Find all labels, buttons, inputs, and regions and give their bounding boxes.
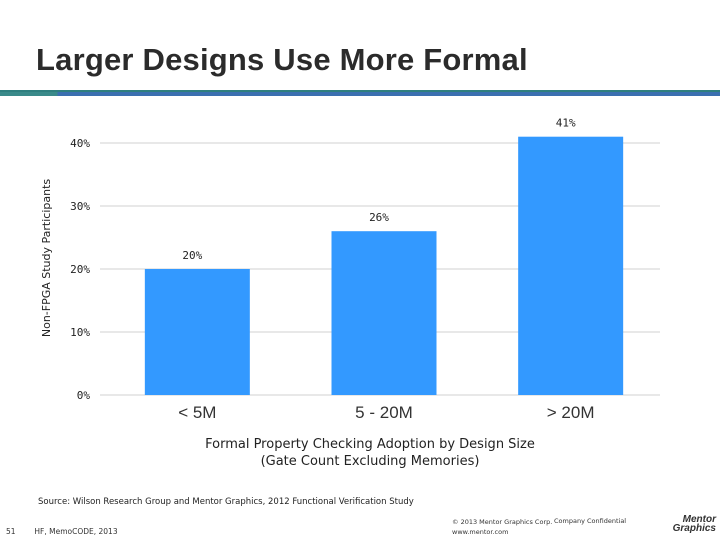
- confidential-note: Company Confidential: [554, 517, 627, 525]
- source-note: Source: Wilson Research Group and Mentor…: [38, 497, 414, 507]
- x-axis-label-line2: (Gate Count Excluding Memories): [260, 454, 480, 469]
- footer-copyright-block: © 2013 Mentor Graphics Corp. www.mentor.…: [452, 517, 552, 537]
- y-tick-label: 10%: [70, 326, 90, 339]
- copyright: © 2013 Mentor Graphics Corp.: [452, 518, 553, 526]
- logo-line2: Graphics: [672, 523, 716, 534]
- website: www.mentor.com: [452, 528, 509, 536]
- title-divider-top: [0, 90, 720, 92]
- y-tick-label: 20%: [70, 263, 90, 276]
- y-tick-label: 40%: [70, 137, 90, 150]
- x-axis-label-line1: Formal Property Checking Adoption by Des…: [205, 437, 535, 452]
- data-label: 20%: [182, 249, 202, 262]
- x-tick-label: > 20M: [546, 403, 595, 422]
- y-tick-label: 0%: [77, 389, 91, 402]
- mentor-graphics-logo: Mentor Graphics: [640, 515, 716, 537]
- slide-title: Larger Designs Use More Formal: [36, 42, 528, 77]
- y-tick-label: 30%: [70, 200, 90, 213]
- y-axis-label: Non-FPGA Study Participants: [40, 179, 53, 338]
- x-tick-label: 5 - 20M: [355, 403, 413, 422]
- x-axis-label: Formal Property Checking Adoption by Des…: [110, 436, 630, 470]
- title-divider: [0, 92, 720, 96]
- logo-line1: Mentor: [682, 514, 716, 525]
- bar: [518, 136, 624, 395]
- data-label: 26%: [369, 211, 389, 224]
- data-label: 41%: [556, 117, 576, 130]
- presenter-info: HF, MemoCODE, 2013: [34, 527, 118, 536]
- page-number: 51: [6, 527, 16, 536]
- x-tick-label: < 5M: [178, 403, 217, 422]
- bar: [144, 269, 250, 395]
- bar: [331, 231, 437, 395]
- footer-left: 51 HF, MemoCODE, 2013: [6, 527, 118, 536]
